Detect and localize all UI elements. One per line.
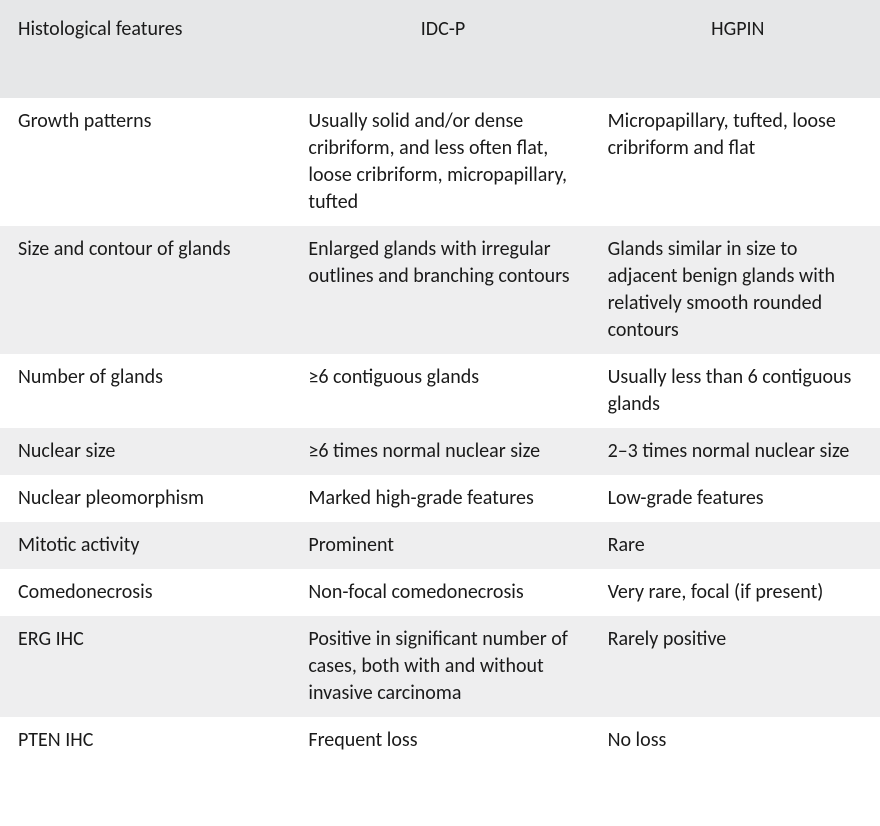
table-row: Nuclear pleomorphism Marked high-grade f… (0, 475, 880, 522)
cell-feature: Mitotic activity (0, 522, 290, 569)
table-row: Comedonecrosis Non-focal comedonecrosis … (0, 569, 880, 616)
table-row: PTEN IHC Frequent loss No loss (0, 717, 880, 764)
cell-hgpin: Low-grade features (590, 475, 880, 522)
cell-hgpin: 2–3 times normal nuclear size (590, 428, 880, 475)
cell-feature: ERG IHC (0, 616, 290, 717)
table-row: Mitotic activity Prominent Rare (0, 522, 880, 569)
cell-feature: Number of glands (0, 354, 290, 428)
table-row: Nuclear size ≥6 times normal nuclear siz… (0, 428, 880, 475)
cell-idcp: Positive in significant number of cases,… (290, 616, 589, 717)
cell-idcp: Prominent (290, 522, 589, 569)
cell-idcp: Marked high-grade features (290, 475, 589, 522)
cell-feature: Size and contour of glands (0, 226, 290, 354)
cell-hgpin: Micropapillary, tufted, loose cribriform… (590, 98, 880, 226)
cell-feature: PTEN IHC (0, 717, 290, 764)
col-header-idcp: IDC-P (290, 0, 589, 98)
cell-idcp: ≥6 contiguous glands (290, 354, 589, 428)
table-row: ERG IHC Positive in significant number o… (0, 616, 880, 717)
table-row: Growth patterns Usually solid and/or den… (0, 98, 880, 226)
table-body: Growth patterns Usually solid and/or den… (0, 98, 880, 764)
cell-idcp: Usually solid and/or dense cribriform, a… (290, 98, 589, 226)
col-header-hgpin: HGPIN (590, 0, 880, 98)
cell-hgpin: No loss (590, 717, 880, 764)
table-row: Size and contour of glands Enlarged glan… (0, 226, 880, 354)
cell-idcp: Frequent loss (290, 717, 589, 764)
table-header: Histological features IDC-P HGPIN (0, 0, 880, 98)
cell-hgpin: Very rare, focal (if present) (590, 569, 880, 616)
cell-feature: Nuclear size (0, 428, 290, 475)
table-row: Number of glands ≥6 contiguous glands Us… (0, 354, 880, 428)
cell-idcp: Enlarged glands with irregular outlines … (290, 226, 589, 354)
col-header-feature: Histological features (0, 0, 290, 98)
cell-idcp: Non-focal comedonecrosis (290, 569, 589, 616)
cell-idcp: ≥6 times normal nuclear size (290, 428, 589, 475)
cell-feature: Growth patterns (0, 98, 290, 226)
cell-hgpin: Usually less than 6 contiguous glands (590, 354, 880, 428)
cell-feature: Comedonecrosis (0, 569, 290, 616)
cell-feature: Nuclear pleomorphism (0, 475, 290, 522)
cell-hgpin: Glands similar in size to adjacent benig… (590, 226, 880, 354)
cell-hgpin: Rare (590, 522, 880, 569)
comparison-table: Histological features IDC-P HGPIN Growth… (0, 0, 880, 764)
cell-hgpin: Rarely positive (590, 616, 880, 717)
